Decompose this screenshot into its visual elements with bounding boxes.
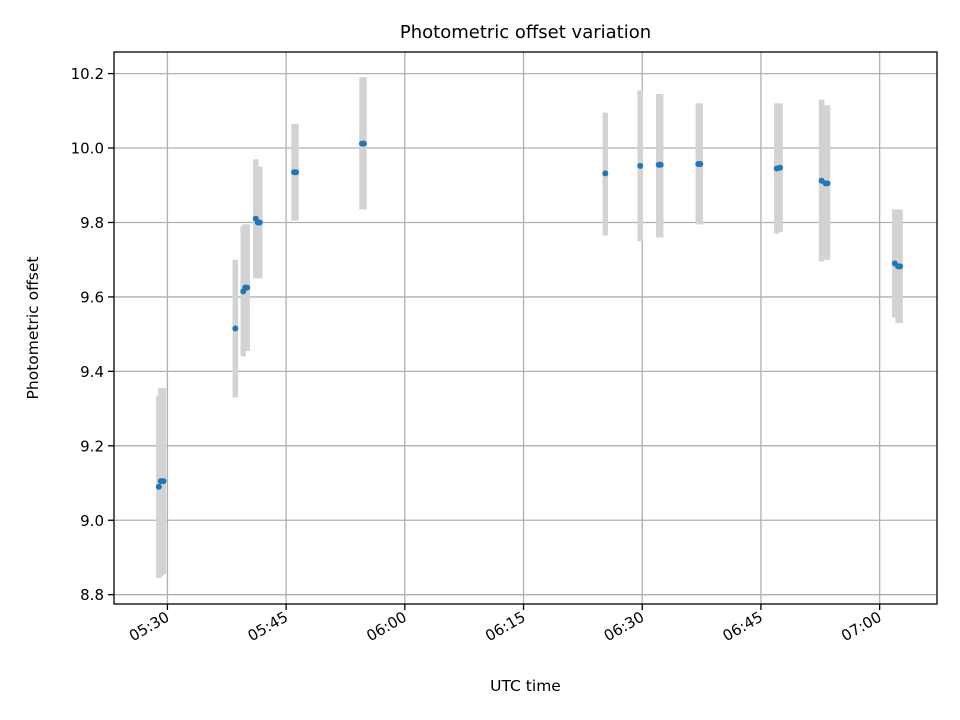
data-point xyxy=(657,161,664,168)
data-point xyxy=(232,325,239,332)
data-point xyxy=(160,478,167,485)
data-point xyxy=(824,180,831,187)
y-tick-label: 9.4 xyxy=(80,363,104,381)
data-point xyxy=(777,164,784,171)
data-point xyxy=(637,162,644,169)
x-axis-label: UTC time xyxy=(490,677,561,695)
data-point xyxy=(697,161,704,168)
y-axis-label: Photometric offset xyxy=(24,257,42,400)
data-point xyxy=(155,483,162,490)
data-point xyxy=(602,170,609,177)
y-tick-label: 9.6 xyxy=(80,288,104,306)
y-tick-label: 9.0 xyxy=(80,512,104,530)
y-axis: 8.8 9.0 9.2 9.4 9.6 9.8 10.0 10.2 xyxy=(71,65,114,604)
y-tick-label: 9.2 xyxy=(80,437,104,455)
data-points xyxy=(155,140,904,490)
plot-frame xyxy=(113,51,938,605)
y-tick-label: 10.2 xyxy=(71,65,104,83)
data-point xyxy=(244,284,251,291)
data-point xyxy=(360,140,367,147)
grid xyxy=(114,52,937,604)
data-point xyxy=(256,219,263,226)
y-tick-label: 9.8 xyxy=(80,214,104,232)
chart-title: Photometric offset variation xyxy=(400,22,651,43)
data-point xyxy=(897,263,904,270)
data-point xyxy=(293,169,300,176)
y-tick-label: 8.8 xyxy=(80,586,104,604)
y-tick-label: 10.0 xyxy=(71,140,104,158)
